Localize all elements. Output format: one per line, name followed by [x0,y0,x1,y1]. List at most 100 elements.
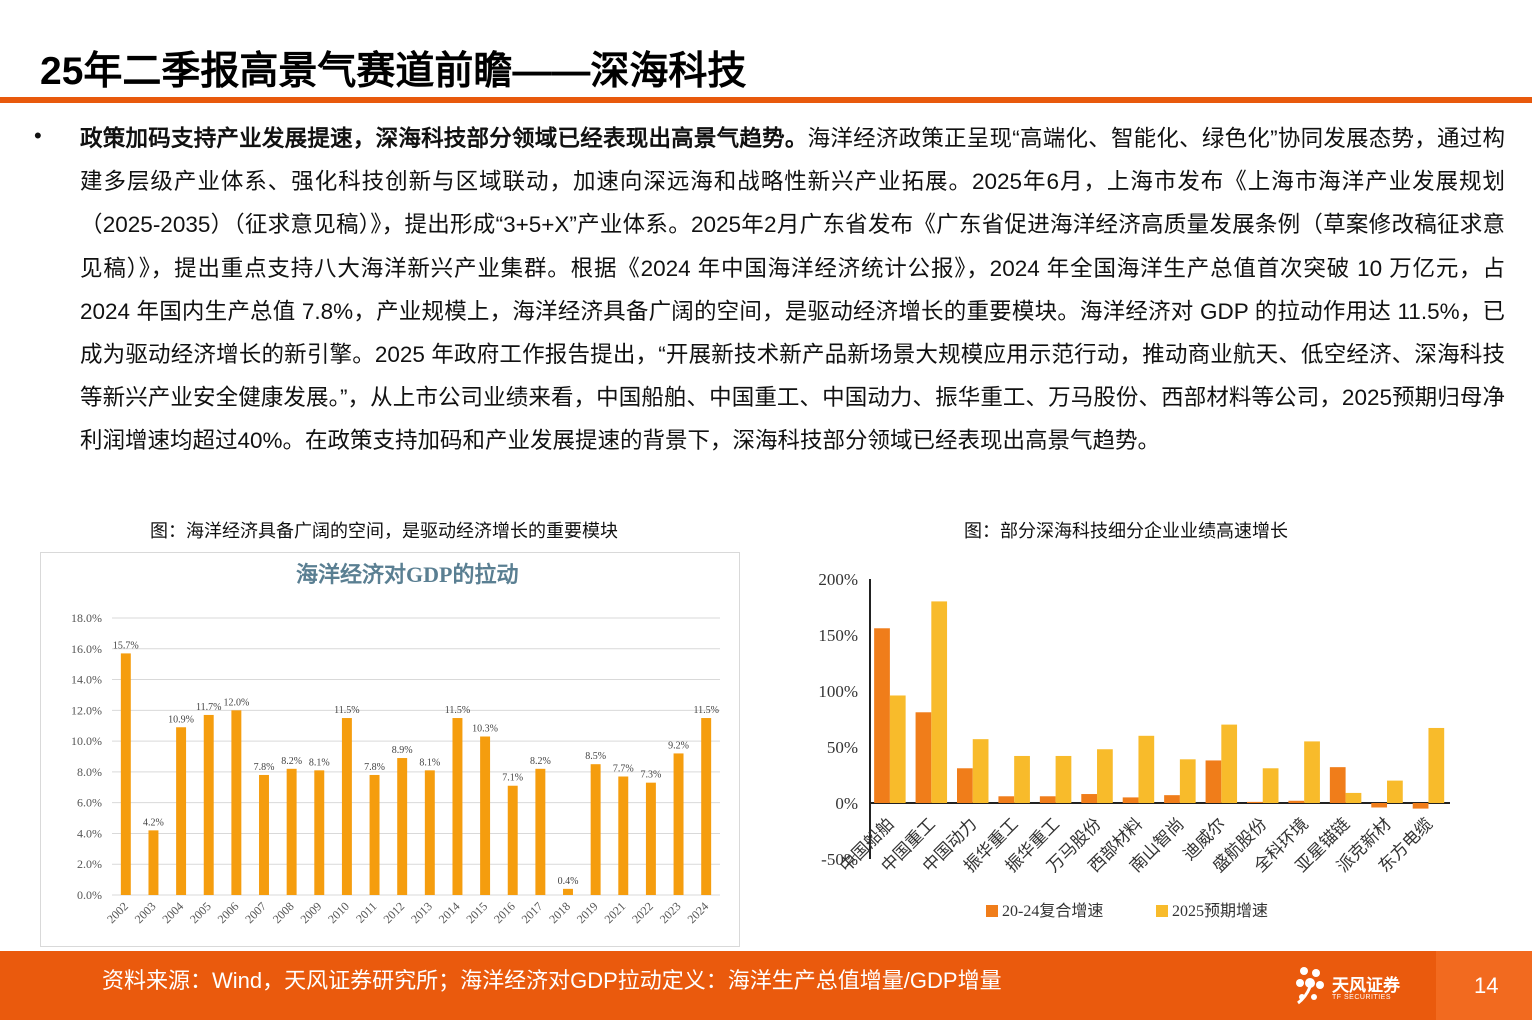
chart1-data-label: 4.2% [143,817,164,828]
chart1-ytick: 10.0% [71,734,102,748]
chart2-bar [1097,749,1113,803]
chart2-bar [1345,792,1362,803]
chart2-bar [1122,797,1139,803]
chart1-bar [314,770,325,895]
chart2-bar [1371,803,1388,808]
chart1-bar [590,764,601,895]
flower-logo-icon [1296,967,1324,1005]
chart1-bar [618,776,629,895]
chart1-data-label: 11.5% [334,705,359,716]
chart2-bar [1304,741,1320,803]
chart1-bar [535,768,546,895]
chart2-bar [1387,780,1403,803]
chart2-bar [1428,727,1445,803]
chart2-ytick: 150% [818,626,858,645]
chart1-bar [452,718,463,895]
chart2-ytick: 50% [827,738,858,757]
chart2-bar [874,628,890,803]
chart2-bar [1081,794,1098,803]
chart2-bar [915,712,932,803]
chart1-ytick: 2.0% [77,857,102,871]
chart1-bar [397,758,408,895]
chart1-frame [40,552,740,947]
chart1-bar [701,718,712,895]
logo-subtext: TF SECURITIES [1332,994,1392,1001]
ocean-gdp-chart-svg: 海洋经济对GDP的拉动 0.0% 2.0% 4.0% 6.0% 8.0% 10.0% 12.0… [40,552,740,947]
chart1-data-label: 11.5% [445,705,470,716]
chart1-data-label: 8.2% [530,756,551,767]
page-number: 14 [1474,973,1499,998]
chart1-bar [369,774,380,895]
chart1-data-label: 7.8% [254,762,275,773]
chart1-ytick: 14.0% [71,673,102,687]
company-logo: 天风证券 TF SECURITIES [1292,965,1427,1013]
chart2-ytick: -50% [821,850,858,869]
chart2-bar [1288,800,1305,803]
chart1-data-label: 8.5% [585,751,606,762]
chart2-bar [1164,795,1180,803]
chart1-data-label: 12.0% [223,697,249,708]
chart2-bar [1138,735,1155,803]
chart1-data-label: 15.7% [113,640,139,651]
chart1-bar [645,782,656,895]
chart2-bar [1221,724,1238,803]
chart1-data-label: 8.1% [419,757,440,768]
chart1-data-label: 8.9% [392,745,413,756]
chart2-legend-swatch [1156,905,1168,917]
chart1-bar [673,753,684,895]
chart1-ytick: 16.0% [71,642,102,656]
chart2-bar [931,601,948,803]
chart2-bar [972,739,989,803]
chart1-data-label: 7.3% [640,770,661,781]
chart1-ytick: 6.0% [77,796,102,810]
chart2-bar [998,796,1015,803]
chart1-bar [120,653,131,895]
chart2-ytick: 200% [818,570,858,589]
chart1-bar [286,768,297,895]
chart1-data-label: 10.9% [168,714,194,725]
chart1-bar [341,718,352,895]
chart2-bar [1247,801,1263,803]
title-underline [0,97,1532,103]
chart2-bar [889,695,906,803]
chart1-data-label: 10.3% [472,723,498,734]
chart1-bar [563,888,573,895]
chart2-legend-label: 20-24复合增速 [1002,902,1103,920]
chart1-title: 海洋经济对GDP的拉动 [296,562,518,587]
chart1-bar [480,736,491,895]
chart1-data-label: 8.1% [309,757,330,768]
bullet-paragraph: 政策加码支持产业发展提速，深海科技部分领域已经表现出高景气趋势。海洋经济政策正呈… [80,117,1505,463]
chart2-bar [1329,767,1346,803]
company-growth-chart: -50% 0% 50% 100% 150% 200% 中国船舶 中国重工 中国动力 振华重工 振华重… [790,560,1470,945]
logo-text: 天风证券 [1332,976,1400,995]
bullet-lead: 政策加码支持产业发展提速，深海科技部分领域已经表现出高景气趋势。 [80,126,808,151]
chart1-data-label: 0.4% [558,876,579,887]
chart1-data-label: 7.1% [502,773,523,784]
chart2-legend-label: 2025预期增速 [1172,902,1268,920]
chart1-ytick: 18.0% [71,611,102,625]
footer-bar: 资料来源：Wind，天风证券研究所；海洋经济对GDP拉动定义：海洋生产总值增量/… [0,951,1532,1020]
bullet-body: 海洋经济政策正呈现“高端化、智能化、绿色化”协同发展态势，通过构建多层级产业体系… [80,126,1505,454]
chart2-bar [1412,803,1429,809]
page-number-box: 14 [1436,951,1532,1020]
chart1-data-label: 7.7% [613,764,634,775]
chart1-ytick: 4.0% [77,826,102,840]
chart1-bar [507,785,518,895]
ocean-gdp-chart: 海洋经济对GDP的拉动 0.0% 2.0% 4.0% 6.0% 8.0% 10.0% 12.0… [40,552,740,947]
chart2-ytick: 100% [818,682,858,701]
chart1-data-label: 9.2% [668,740,689,751]
chart1-ytick: 8.0% [77,765,102,779]
chart1-bar [203,714,214,895]
chart1-data-label: 11.7% [196,702,221,713]
chart2-bar [957,768,973,803]
footer-source: 资料来源：Wind，天风证券研究所；海洋经济对GDP拉动定义：海洋生产总值增量/… [102,968,1002,993]
chart2-ytick: 0% [835,794,858,813]
chart2-bar [1179,759,1196,803]
page-title: 25年二季报高景气赛道前瞻——深海科技 [40,50,747,93]
chart2-bar [1262,768,1279,803]
chart1-ytick: 12.0% [71,703,102,717]
chart2-bar [1205,760,1222,803]
chart1-ytick: 0.0% [77,888,102,902]
chart2-bar [1039,796,1056,803]
chart1-data-label: 11.5% [693,705,718,716]
